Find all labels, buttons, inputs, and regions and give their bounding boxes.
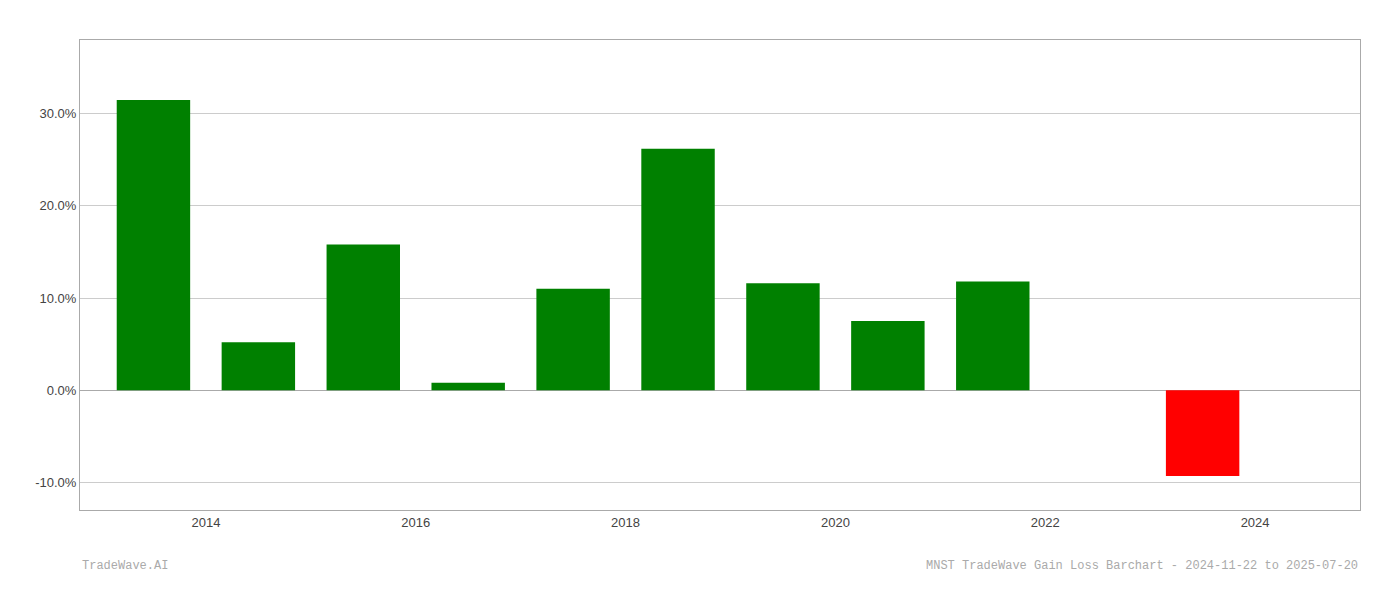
svg-text:2018: 2018 (611, 515, 640, 530)
svg-text:0.0%: 0.0% (47, 383, 77, 398)
svg-text:2022: 2022 (1031, 515, 1060, 530)
svg-text:20.0%: 20.0% (40, 198, 77, 213)
svg-text:2014: 2014 (191, 515, 220, 530)
svg-text:2020: 2020 (821, 515, 850, 530)
svg-text:TradeWave.AI: TradeWave.AI (82, 559, 168, 573)
svg-text:10.0%: 10.0% (40, 291, 77, 306)
svg-text:2016: 2016 (401, 515, 430, 530)
svg-text:30.0%: 30.0% (40, 106, 77, 121)
svg-text:MNST TradeWave Gain Loss Barch: MNST TradeWave Gain Loss Barchart - 2024… (926, 559, 1358, 573)
svg-text:2024: 2024 (1241, 515, 1270, 530)
svg-text:-10.0%: -10.0% (35, 475, 77, 490)
